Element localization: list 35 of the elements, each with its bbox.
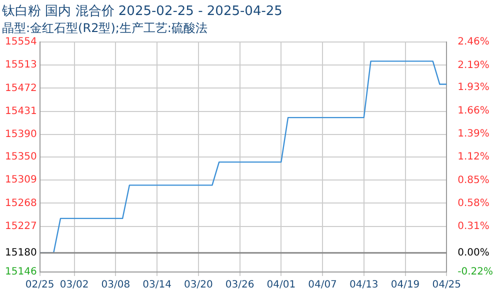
y2-tick-label: 1.39% (458, 128, 490, 140)
y-tick-label: 15180 (5, 247, 37, 258)
y-tick-label: 15268 (5, 198, 37, 209)
x-tick-label: 04/07 (308, 280, 337, 291)
x-tick-label: 04/25 (432, 280, 462, 291)
x-tick-label: 03/02 (60, 280, 89, 291)
x-tick-label: 03/14 (142, 280, 172, 291)
x-tick-label: 04/19 (390, 280, 420, 291)
chart-title: 钛白粉 国内 混合价 2025-02-25 - 2025-04-25 (1, 4, 282, 20)
y-tick-label: 15309 (5, 174, 37, 186)
y2-tick-label: 1.93% (458, 82, 490, 94)
y2-tick-label: -0.22% (458, 266, 494, 278)
y2-tick-label: 0.58% (458, 198, 490, 209)
y2-tick-label: 1.66% (458, 105, 490, 116)
x-tick-label: 03/20 (184, 280, 213, 291)
y-tick-label: 15513 (5, 60, 37, 71)
y-tick-label: 15227 (5, 220, 37, 232)
y-tick-label: 15146 (5, 266, 37, 278)
y2-tick-label: 2.46% (458, 36, 490, 48)
y-tick-label: 15390 (5, 129, 37, 140)
chart-subtitle: 晶型:金红石型(R2型);生产工艺:硫酸法 (2, 20, 208, 35)
x-tick-label: 03/26 (225, 280, 254, 291)
y2-tick-label: 0.31% (458, 221, 490, 232)
y2-tick-label: 1.12% (458, 152, 490, 163)
x-tick-label: 04/13 (349, 280, 378, 291)
y-tick-label: 15350 (5, 152, 37, 163)
y2-tick-label: 2.19% (458, 60, 490, 71)
y-tick-label: 15431 (5, 106, 37, 117)
y2-tick-label: 0.00% (458, 248, 490, 259)
y-tick-label: 15472 (5, 82, 37, 94)
y2-tick-label: 0.85% (458, 174, 490, 186)
x-tick-label: 02/25 (25, 280, 54, 291)
x-tick-label: 04/01 (266, 280, 296, 291)
y-tick-label: 15554 (5, 36, 37, 48)
x-tick-label: 03/08 (101, 280, 130, 291)
